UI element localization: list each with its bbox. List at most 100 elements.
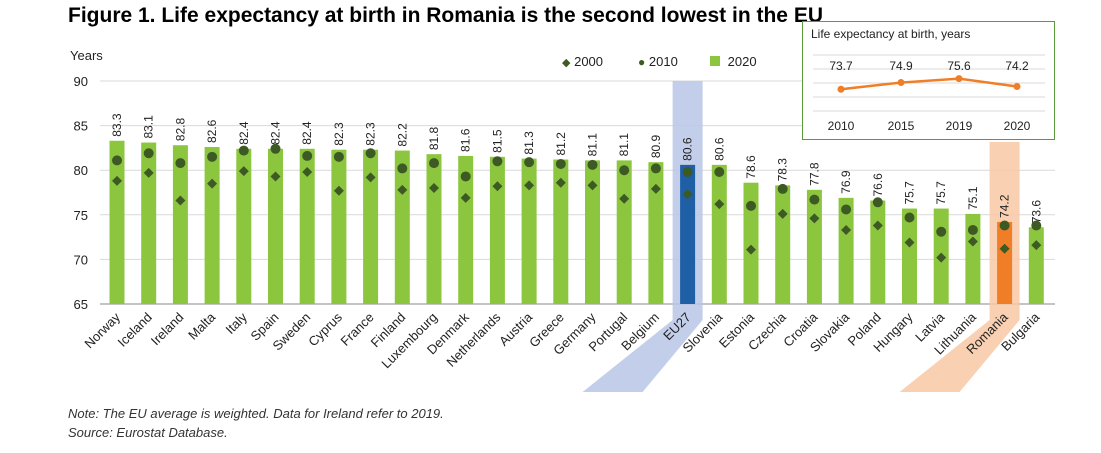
bar-bulgaria: [1028, 227, 1044, 304]
marker-2000: [302, 166, 313, 177]
bar-italy: [236, 148, 252, 304]
marker-2000: [872, 220, 883, 231]
marker-2000: [270, 171, 281, 182]
legend-item-2020: 2020: [710, 54, 757, 69]
bar-croatia: [806, 189, 822, 304]
bar-value-label: 82.8: [173, 118, 187, 142]
marker-2010: [841, 204, 852, 215]
bar-ireland: [172, 145, 188, 304]
marker-2000: [365, 172, 376, 183]
inset-value-label: 74.9: [889, 59, 913, 73]
bar-france: [363, 149, 379, 304]
legend-label-2000: 2000: [574, 54, 604, 69]
bar-netherlands: [489, 156, 505, 304]
inset-value-label: 74.2: [1005, 59, 1029, 73]
bar-malta: [204, 147, 220, 304]
marker-2000: [587, 180, 598, 191]
marker-2000: [333, 185, 344, 196]
bar-value-label: 83.1: [142, 115, 156, 139]
bar-value-label: 78.6: [744, 155, 758, 179]
y-tick-label: 85: [74, 119, 88, 134]
legend-item-2010: ● 2010: [638, 54, 678, 69]
category-label: Italy: [222, 309, 250, 337]
y-tick-label: 90: [74, 74, 88, 89]
bar-value-label: 81.3: [522, 131, 536, 155]
bar-value-label: 82.3: [364, 122, 378, 146]
marker-2000: [714, 199, 725, 210]
bar-iceland: [141, 142, 157, 304]
inset-point: [1013, 82, 1021, 90]
bar-value-label: 82.4: [269, 121, 283, 145]
legend-square-icon: [710, 56, 720, 66]
inset-line-chart: 73.7 2010 74.9 2015 75.6 2019 74.2 2020: [813, 54, 1045, 133]
marker-2000: [397, 184, 408, 195]
marker-2000: [112, 175, 122, 186]
legend-circle-icon: ●: [638, 55, 646, 69]
marker-2010: [333, 151, 344, 162]
bar-denmark: [458, 155, 474, 304]
marker-2000: [809, 213, 820, 224]
category-label: Iceland: [115, 310, 155, 350]
legend-label-2020: 2020: [727, 54, 757, 69]
marker-2010: [872, 197, 883, 208]
marker-2010: [397, 163, 408, 174]
marker-2000: [429, 183, 439, 194]
bar-value-label: 82.2: [395, 123, 409, 147]
y-axis-label: Years: [70, 48, 103, 63]
marker-2010: [967, 224, 978, 235]
category-label: Ireland: [148, 310, 187, 349]
category-label: Cyprus: [305, 309, 345, 349]
bar-value-label: 81.2: [554, 132, 568, 156]
marker-2010: [207, 151, 218, 162]
bar-greece: [553, 159, 569, 304]
bar-value-label: 81.1: [586, 133, 600, 157]
bar-value-label: 78.3: [776, 158, 790, 182]
marker-2000: [777, 208, 788, 219]
marker-2000: [555, 177, 566, 188]
marker-2000: [841, 224, 852, 235]
marker-2010: [904, 212, 915, 223]
legend-label-2010: 2010: [648, 54, 678, 69]
bar-cyprus: [331, 149, 347, 304]
marker-2010: [999, 220, 1010, 231]
inset-point: [897, 79, 905, 87]
bar-finland: [394, 150, 410, 304]
marker-2000: [143, 167, 154, 178]
marker-2000: [460, 192, 471, 203]
inset-point: [837, 85, 845, 93]
marker-2000: [999, 243, 1010, 254]
bar-value-label: 82.4: [300, 121, 314, 145]
main-bar-chart: 65 70 75 80 85 90 83.3 Norway 83.1 Iceland 82.8 Ire…: [74, 74, 1055, 392]
marker-2010: [777, 183, 788, 194]
bar-luxembourg: [426, 154, 442, 304]
bar-eu27: [680, 164, 696, 304]
legend-item-2000: ◆ 2000: [562, 54, 603, 69]
bar-value-label: 75.7: [903, 181, 917, 205]
bar-value-label: 82.3: [332, 122, 346, 146]
inset-title: Life expectancy at birth, years: [811, 27, 971, 41]
inset-point: [955, 75, 963, 83]
bar-belgium: [648, 162, 664, 304]
marker-2010: [365, 148, 376, 159]
marker-2000: [967, 236, 978, 247]
marker-2010: [1031, 220, 1042, 231]
marker-2010: [175, 158, 186, 169]
marker-2000: [175, 195, 186, 206]
inset-value-label: 73.7: [829, 59, 853, 73]
marker-2000: [746, 244, 756, 255]
inset-x-label: 2010: [828, 119, 855, 133]
bar-romania: [997, 221, 1013, 304]
chart-source: Source: Eurostat Database.: [68, 425, 228, 440]
bar-czechia: [775, 185, 791, 304]
marker-2010: [429, 158, 439, 169]
legend-diamond-icon: ◆: [562, 57, 571, 69]
y-tick-label: 80: [74, 163, 88, 178]
marker-2000: [650, 183, 661, 194]
inset-series-line: [840, 77, 1018, 91]
bar-value-label: 81.6: [459, 128, 473, 152]
bar-value-label: 81.8: [427, 126, 441, 150]
bar-value-label: 80.6: [681, 137, 695, 161]
bar-value-label: 75.1: [966, 186, 980, 210]
chart-note: Note: The EU average is weighted. Data f…: [68, 406, 444, 421]
y-tick-label: 65: [74, 297, 88, 312]
